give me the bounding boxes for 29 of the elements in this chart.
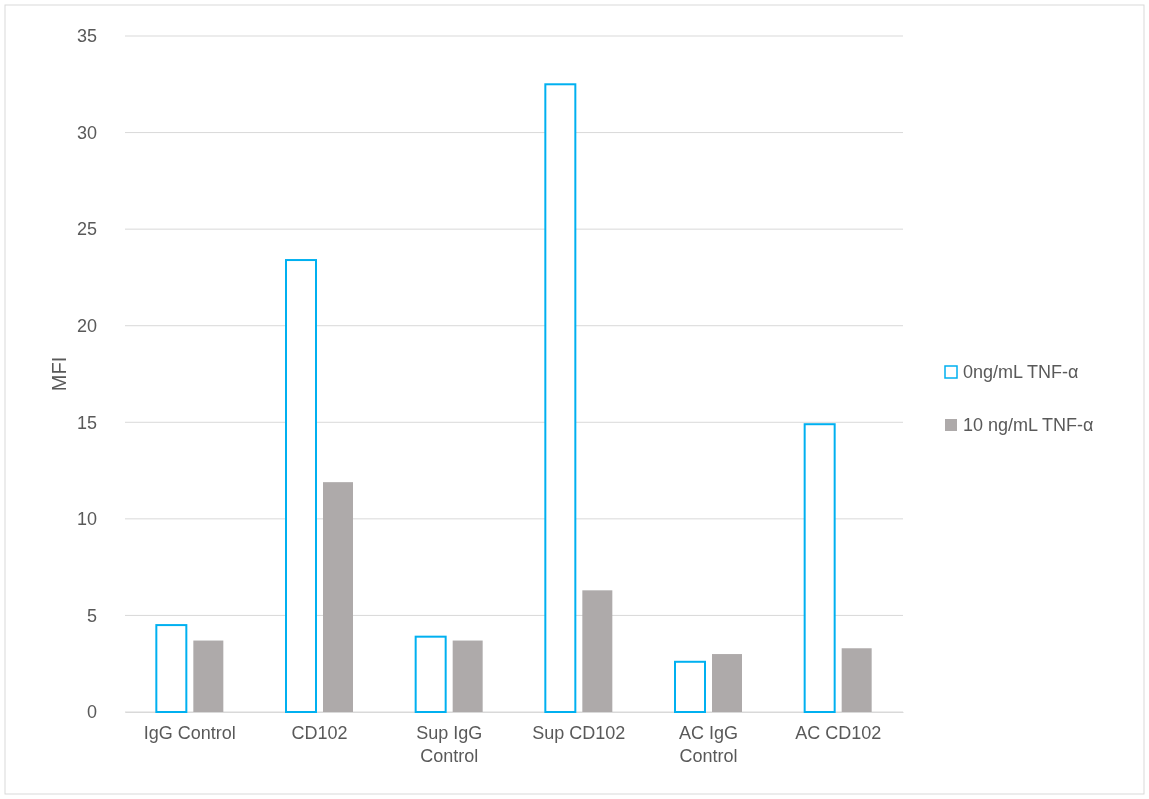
bar [452, 640, 483, 712]
bar [414, 635, 447, 713]
y-tick-label: 0 [86, 702, 97, 723]
y-tick-label: 30 [76, 122, 97, 143]
bar [285, 259, 317, 713]
legend-label: 0ng/mL TNF-α [963, 362, 1079, 382]
x-tick-label: Sup CD102 [532, 722, 626, 743]
y-tick-label: 20 [76, 315, 97, 336]
y-tick-label: 10 [76, 509, 97, 530]
bar [803, 423, 836, 713]
bar [712, 654, 742, 712]
bar [544, 83, 577, 713]
bar [674, 660, 706, 713]
bar [841, 648, 872, 712]
legend-label: 10 ng/mL TNF-α [963, 415, 1094, 435]
y-tick-label: 5 [86, 605, 97, 626]
y-tick-label: 35 [76, 26, 97, 47]
bar [582, 590, 613, 712]
bar [323, 482, 353, 712]
x-tick-label: AC CD102 [795, 722, 882, 743]
bar [193, 640, 224, 712]
y-axis-title: MFI [48, 356, 70, 392]
y-tick-label: 25 [76, 219, 97, 240]
x-tick-label: Sup IgG Control [416, 722, 483, 767]
x-tick-label: CD102 [291, 722, 348, 743]
x-tick-label: IgG Control [143, 722, 236, 743]
bar [155, 624, 188, 713]
x-tick-label: AC IgG Control [678, 722, 739, 767]
y-tick-label: 15 [76, 412, 97, 433]
